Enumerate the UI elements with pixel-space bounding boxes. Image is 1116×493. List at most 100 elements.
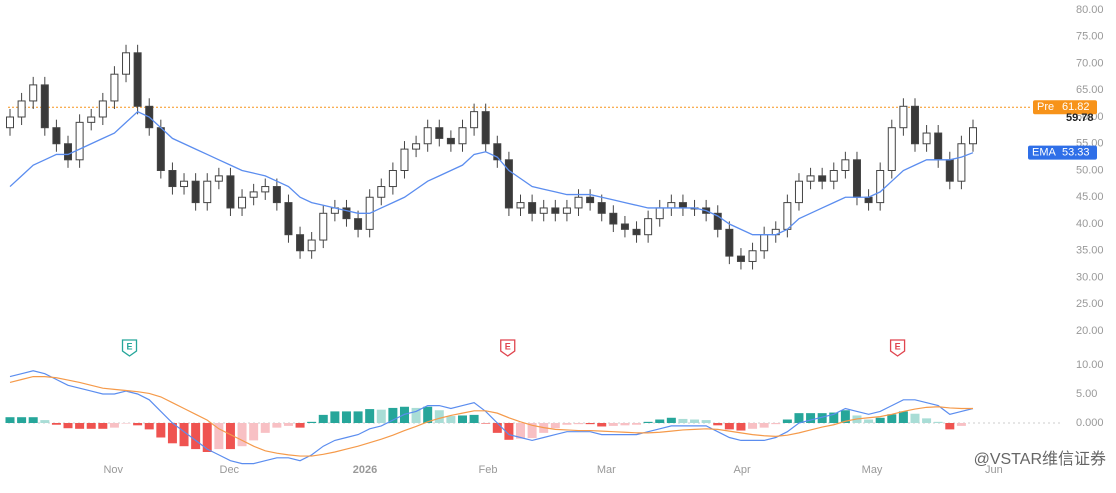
- histogram-bar: [341, 411, 351, 423]
- x-tick-label: Mar: [597, 464, 616, 476]
- candle-body: [412, 143, 421, 150]
- histogram-bar: [643, 421, 653, 423]
- histogram-bar: [191, 423, 201, 450]
- y-tick-label: 75.00: [1076, 31, 1104, 43]
- histogram-bar: [167, 423, 177, 444]
- candle-body: [748, 250, 757, 262]
- candle-body: [296, 234, 305, 252]
- histogram-bar: [75, 423, 85, 429]
- candle-body: [400, 148, 409, 172]
- candle-body: [75, 121, 84, 161]
- y-tick-label: 45.00: [1076, 191, 1104, 203]
- histogram-bar: [40, 420, 50, 423]
- candle-body: [122, 52, 131, 75]
- candle-body: [504, 159, 513, 209]
- candle-body: [864, 196, 873, 204]
- candle-body: [133, 52, 142, 107]
- candle-body: [574, 196, 583, 209]
- earnings-marker[interactable]: [500, 339, 516, 357]
- candle-body: [342, 207, 351, 220]
- histogram-bar: [457, 415, 467, 423]
- histogram-bar: [481, 423, 491, 424]
- histogram-bar: [504, 423, 514, 440]
- candle-body: [261, 186, 270, 193]
- last-price: 59.78: [1066, 112, 1094, 124]
- histogram-bar: [423, 406, 433, 423]
- candle-body: [783, 202, 792, 230]
- candle-body: [481, 111, 490, 145]
- candle-body: [713, 212, 722, 230]
- candle-body: [667, 202, 676, 209]
- candle-body: [934, 132, 943, 161]
- candle-body: [319, 212, 328, 241]
- histogram-bar: [516, 423, 526, 439]
- histogram-bar: [608, 423, 618, 426]
- histogram-bar: [655, 419, 665, 423]
- y-tick-label: 50.00: [1076, 164, 1104, 176]
- histogram-bar: [411, 407, 421, 423]
- candle-body: [470, 111, 479, 129]
- histogram-bar: [98, 423, 108, 429]
- candle-body: [632, 228, 641, 236]
- candle-body: [249, 191, 258, 198]
- candle-body: [562, 207, 571, 214]
- candle-body: [876, 170, 885, 204]
- histogram-bar: [63, 423, 73, 429]
- candle-body: [597, 202, 606, 214]
- histogram-bar: [272, 423, 282, 428]
- candle-body: [203, 180, 212, 204]
- histogram-bar: [771, 423, 781, 425]
- histogram-bar: [86, 423, 96, 429]
- ema-line: [9, 110, 974, 236]
- candle-body: [6, 116, 14, 129]
- candle-body: [620, 223, 629, 230]
- histogram-bar: [388, 407, 398, 423]
- candle-body: [736, 255, 745, 262]
- histogram-bar: [307, 421, 317, 423]
- candle-body: [64, 143, 73, 161]
- candle-body: [899, 105, 908, 129]
- histogram-bar: [283, 423, 293, 426]
- earnings-label: E: [505, 341, 511, 351]
- candle-body: [609, 212, 618, 225]
- earnings-marker[interactable]: [889, 339, 906, 357]
- candle-body: [180, 180, 189, 188]
- y-tick-label: 0.000: [1076, 417, 1104, 429]
- histogram-bar: [887, 414, 897, 423]
- candle-body: [922, 132, 931, 145]
- y-tick-label: 65.00: [1076, 84, 1104, 96]
- histogram-bar: [678, 418, 688, 423]
- candle-body: [307, 239, 316, 252]
- histogram-bar: [806, 413, 816, 423]
- earnings-marker[interactable]: [121, 339, 138, 357]
- histogram-bar: [898, 411, 908, 423]
- candle-body: [40, 84, 49, 129]
- candle-body: [725, 228, 734, 257]
- histogram-bar: [225, 423, 235, 450]
- histogram-bar: [109, 423, 119, 428]
- histogram-bar: [446, 416, 456, 423]
- histogram-bar: [550, 423, 560, 429]
- candle-body: [516, 202, 525, 209]
- ema-badge: [1028, 145, 1097, 160]
- histogram-bar: [527, 423, 537, 439]
- candle-body: [887, 127, 896, 171]
- y-tick-label: 30.00: [1076, 271, 1104, 283]
- x-tick-label: 2026: [353, 464, 377, 476]
- candle-body: [458, 127, 467, 145]
- candle-body: [678, 202, 687, 209]
- histogram-bar: [133, 423, 143, 426]
- candle-body: [528, 202, 537, 214]
- earnings-label: E: [895, 341, 901, 351]
- histogram-bar: [782, 419, 792, 423]
- candle-body: [191, 180, 200, 204]
- candle-body: [644, 218, 653, 236]
- y-tick-label: 40.00: [1076, 218, 1104, 230]
- candle-body: [423, 127, 432, 145]
- candle-body: [655, 207, 664, 220]
- histogram-bar: [829, 412, 839, 423]
- candle-body: [238, 196, 247, 209]
- macd-line: [9, 370, 974, 465]
- histogram-bar: [910, 413, 920, 423]
